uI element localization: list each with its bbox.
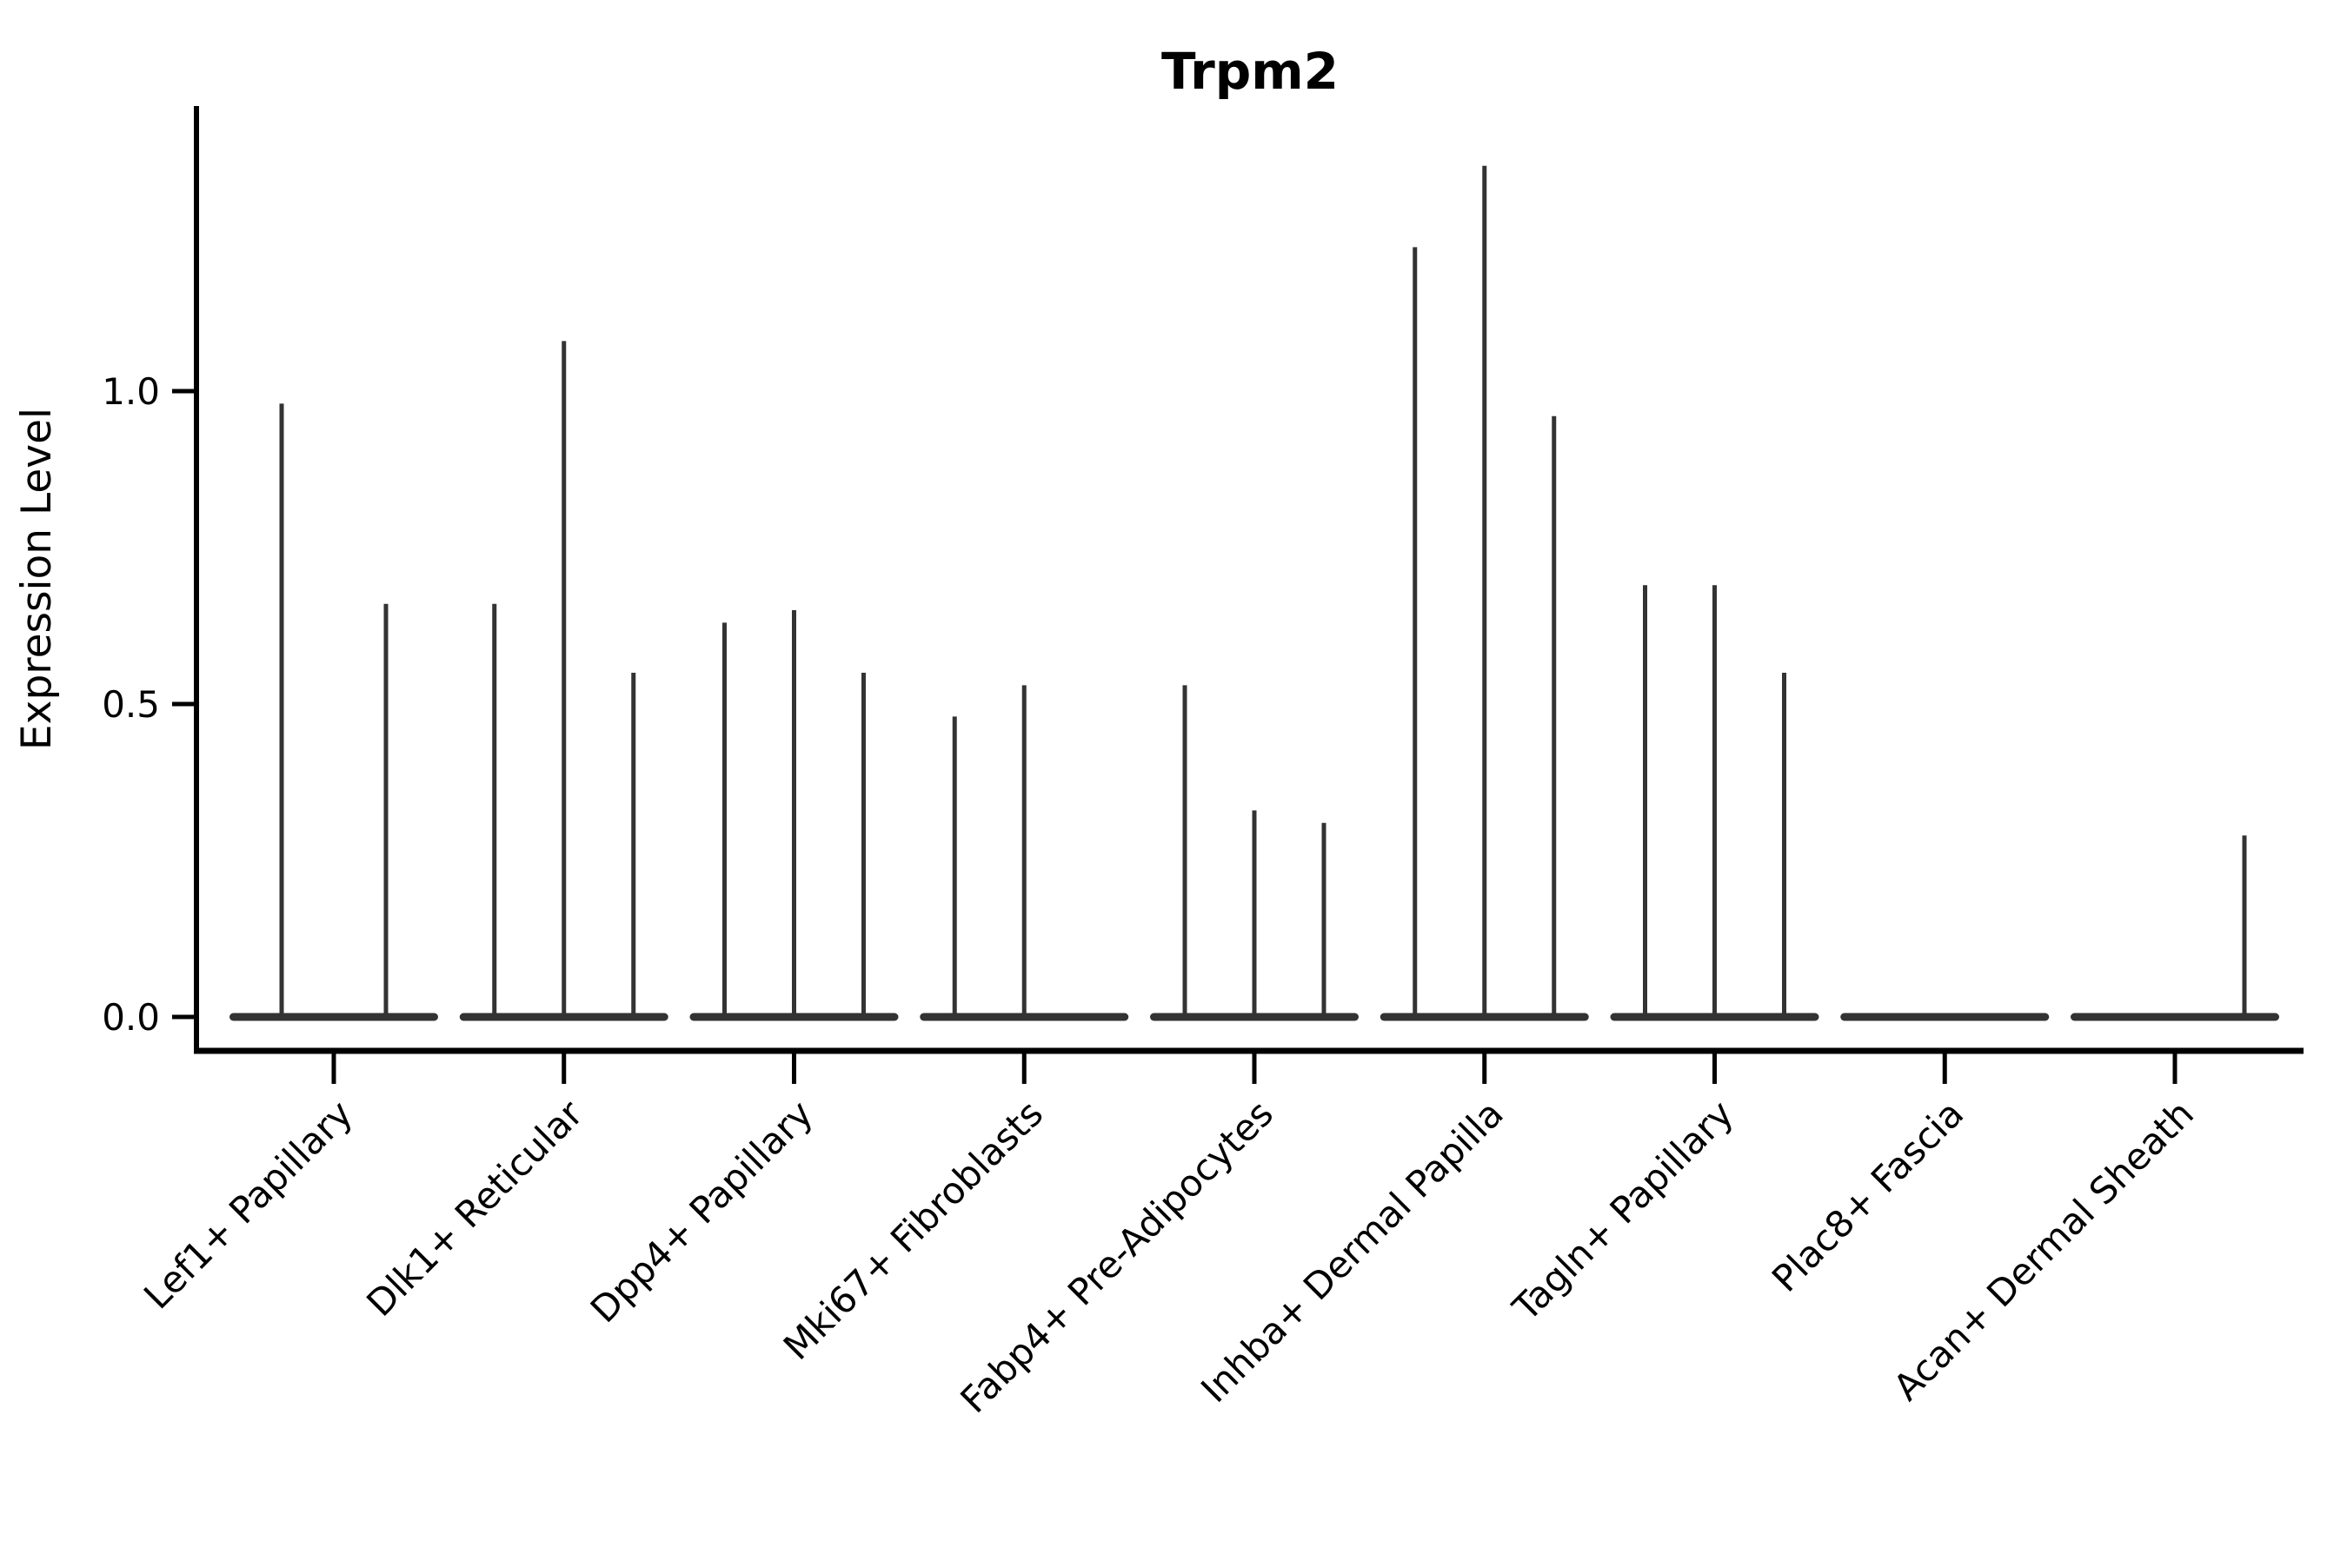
x-tick-label: Mki67+ Fibroblasts [775,1092,1051,1367]
y-tick-label: 0.0 [102,996,160,1039]
axes-layer [172,106,2304,1084]
x-tick-label: Lef1+ Papillary [136,1092,361,1317]
x-tick-label: Dlk1+ Reticular [358,1092,591,1325]
violin-baseline [229,1013,438,1021]
y-tick-label: 0.5 [102,683,160,726]
x-tick-label: Tagln+ Papillary [1504,1092,1741,1329]
x-tick-label: Plac8+ Fascia [1764,1092,1971,1299]
y-axis-label: Expression Level [13,408,61,750]
x-tick-label: Dpp4+ Papillary [582,1092,821,1331]
violin-baseline [2071,1013,2279,1021]
chart-title: Trpm2 [1161,42,1339,101]
y-tick-label: 1.0 [102,370,160,413]
violins-layer [229,165,2279,1021]
violin-baseline [1840,1013,2050,1021]
